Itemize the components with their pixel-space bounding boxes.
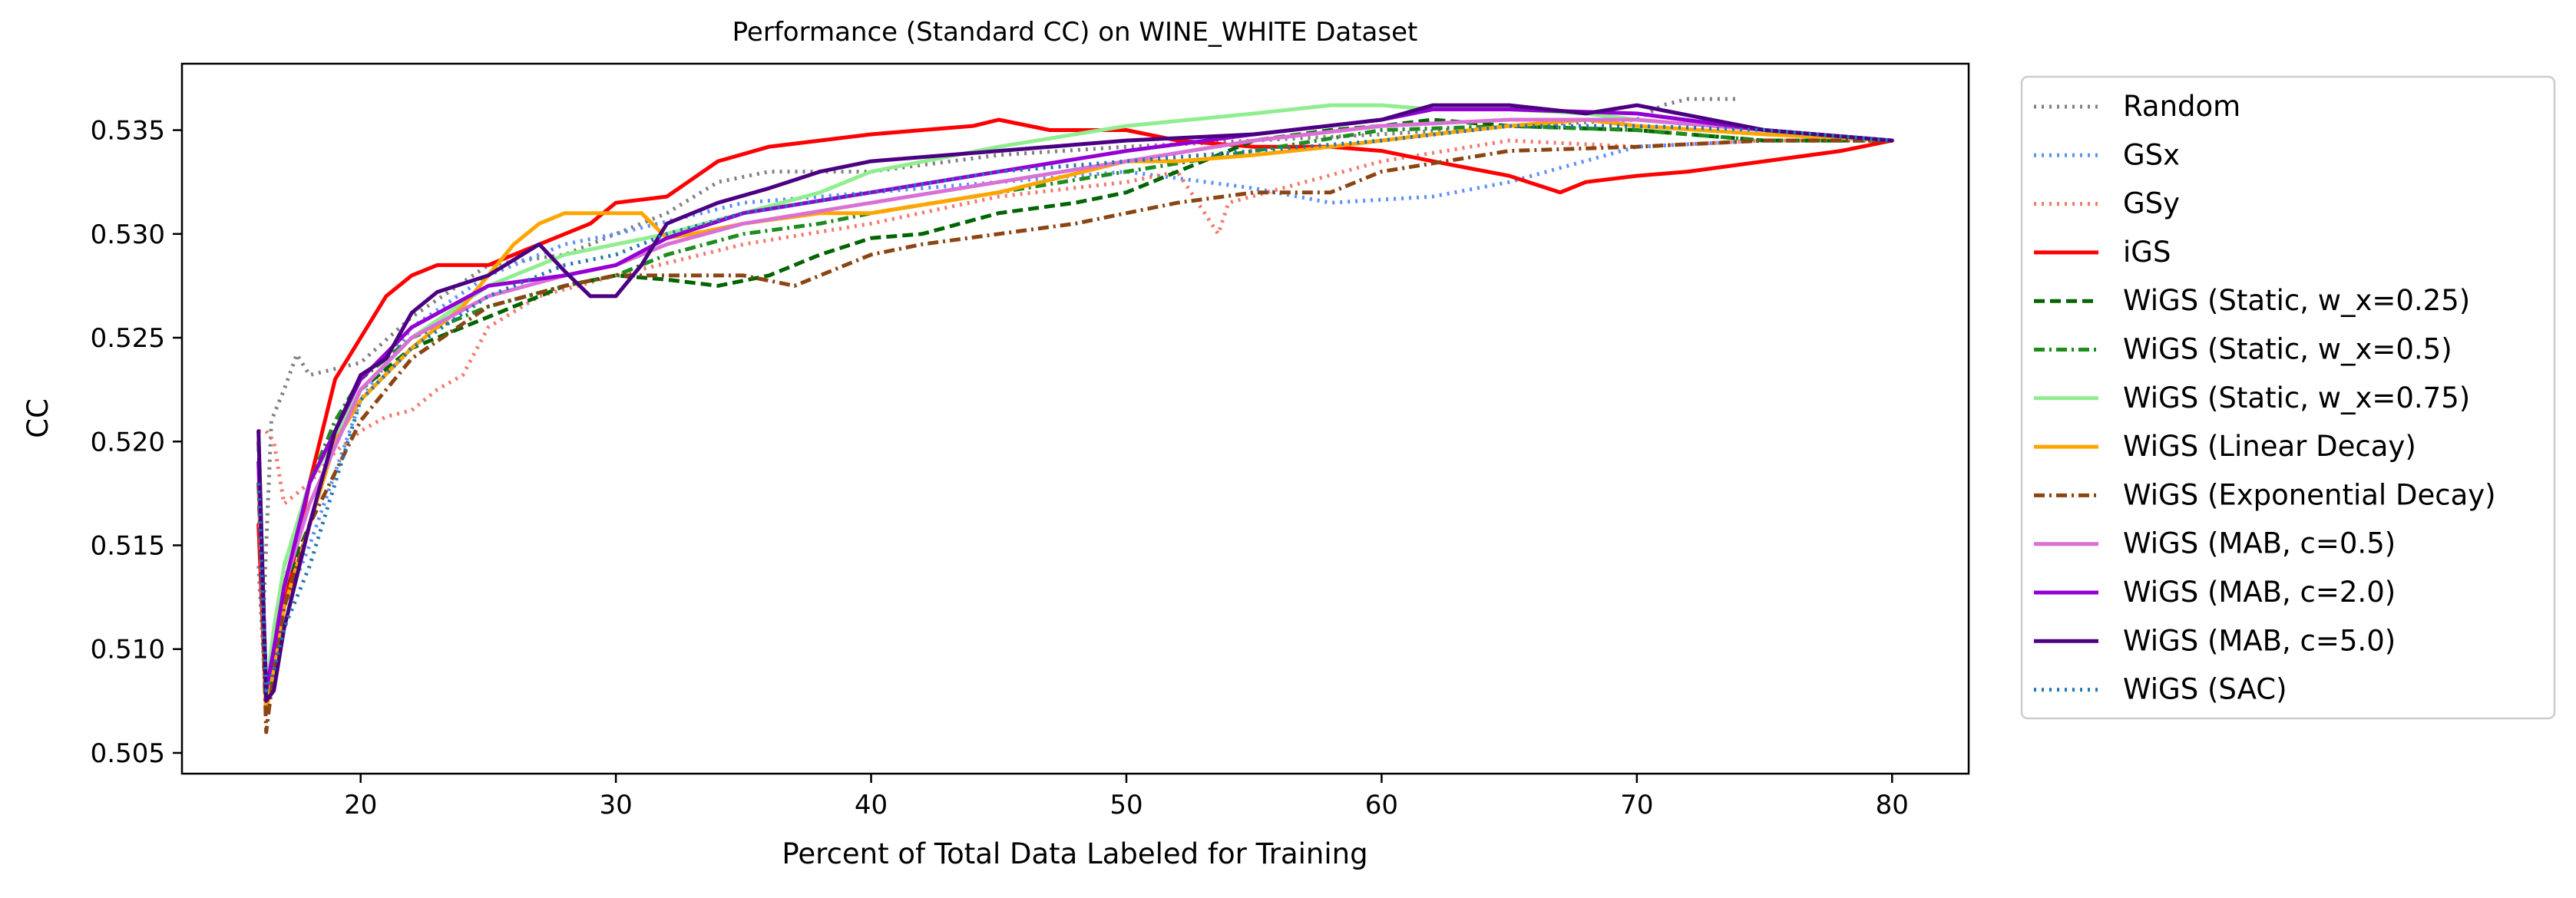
- series-line: [256, 124, 1893, 693]
- x-tick-label: 80: [1876, 790, 1909, 820]
- legend-label: Random: [2123, 90, 2240, 123]
- x-tick-label: 70: [1620, 790, 1653, 820]
- y-tick-label: 0.515: [91, 530, 165, 561]
- legend-label: WiGS (Linear Decay): [2123, 430, 2416, 463]
- x-tick-label: 50: [1109, 790, 1143, 820]
- x-tick-label: 30: [599, 790, 632, 820]
- series-line: [256, 103, 1894, 693]
- legend-label: GSx: [2123, 138, 2180, 171]
- legend-label: WiGS (Static, w_x=0.5): [2123, 333, 2452, 366]
- y-tick-label: 0.520: [91, 427, 165, 457]
- legend-label: WiGS (Exponential Decay): [2123, 478, 2496, 511]
- y-tick-label: 0.525: [91, 323, 165, 354]
- y-axis: 0.505 0.510 0.515 0.520 0.525 0.530 0.535: [91, 116, 182, 769]
- legend-label: WiGS (MAB, c=2.0): [2123, 576, 2396, 609]
- series-line: [256, 103, 1894, 703]
- legend-box: [2020, 75, 2556, 720]
- series-line: [258, 138, 1893, 506]
- legend-label: GSy: [2123, 187, 2180, 220]
- series-line: [256, 138, 1893, 735]
- legend: Random GSx GSy iGS WiGS (Static, w_x=0.25) Wi…: [2020, 75, 2556, 720]
- x-tick-label: 60: [1365, 790, 1398, 820]
- series-line: [256, 138, 1893, 714]
- legend-label: WiGS (Static, w_x=0.25): [2123, 284, 2470, 317]
- legend-label: iGS: [2123, 236, 2171, 269]
- y-tick-label: 0.510: [91, 635, 165, 665]
- series-line: [256, 124, 1893, 693]
- legend-label: WiGS (MAB, c=5.0): [2123, 624, 2396, 657]
- series-line: [256, 117, 1893, 693]
- x-tick-label: 40: [855, 790, 888, 820]
- legend-label: WiGS (SAC): [2123, 673, 2287, 706]
- y-axis-label: CC: [21, 398, 55, 438]
- series-line: [256, 107, 1894, 693]
- y-tick-label: 0.505: [91, 738, 165, 769]
- series-line: [256, 117, 1894, 693]
- chart-title: Performance (Standard CC) on WINE_WHITE …: [732, 17, 1418, 48]
- y-tick-label: 0.535: [91, 116, 165, 147]
- plot-frame: [180, 62, 1970, 775]
- legend-label: WiGS (MAB, c=0.5): [2123, 527, 2396, 560]
- series-line: [256, 117, 1894, 714]
- series-line: [256, 117, 1894, 714]
- x-axis-label: Percent of Total Data Labeled for Traini…: [782, 837, 1367, 870]
- legend-label: WiGS (Static, w_x=0.75): [2123, 381, 2470, 414]
- x-axis: 20 30 40 50 60 70 80: [344, 774, 1909, 820]
- x-tick-label: 20: [344, 790, 377, 820]
- plot-area: [256, 97, 1894, 735]
- series-line: [256, 97, 1739, 610]
- y-tick-label: 0.530: [91, 220, 165, 250]
